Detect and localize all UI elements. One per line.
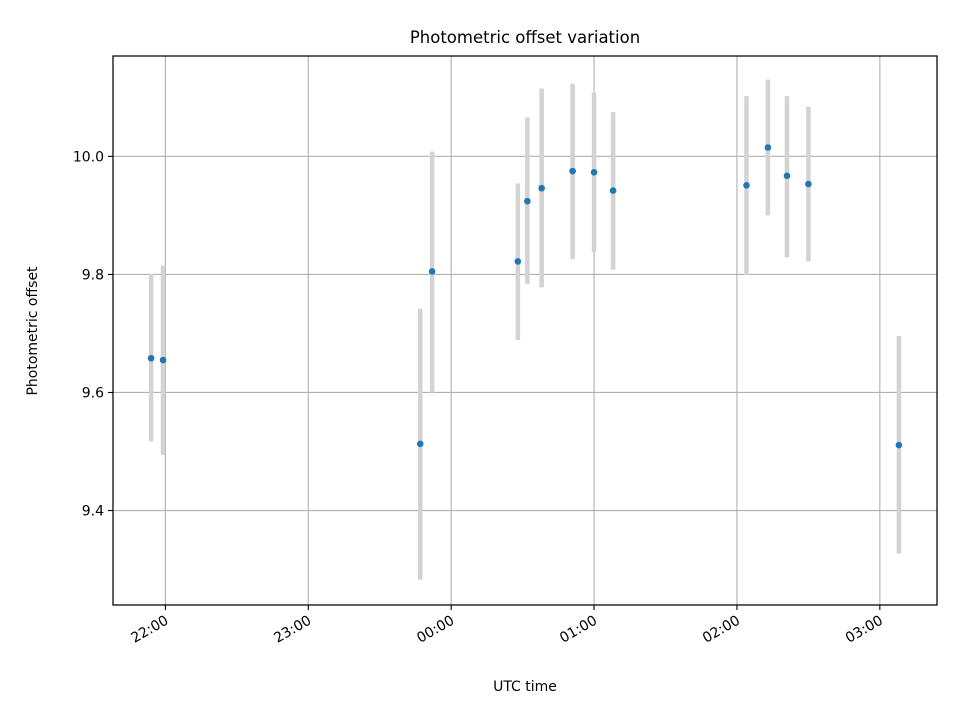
data-point — [524, 197, 531, 205]
data-point — [569, 167, 576, 175]
data-point — [764, 144, 772, 151]
data-point — [743, 181, 750, 189]
y-axis-label: Photometric offset — [25, 266, 41, 396]
data-point — [590, 168, 598, 176]
data-point — [538, 184, 545, 192]
data-point — [609, 187, 617, 194]
data-point — [159, 356, 167, 364]
data-points — [147, 144, 903, 449]
plot-frame — [112, 55, 938, 606]
data-point — [416, 440, 424, 448]
grid-lines — [113, 56, 937, 605]
data-point — [805, 180, 812, 188]
y-tick-label: 9.6 — [82, 385, 104, 401]
data-point — [147, 354, 155, 362]
x-axis-label: UTC time — [493, 679, 557, 695]
y-tick-label: 9.8 — [82, 267, 104, 283]
chart-title: Photometric offset variation — [410, 28, 640, 47]
data-point — [895, 441, 903, 449]
data-point — [783, 172, 791, 180]
data-point — [514, 258, 522, 265]
y-tick-label: 10.0 — [73, 149, 104, 165]
data-point — [428, 268, 436, 275]
y-tick-label: 9.4 — [82, 504, 104, 520]
